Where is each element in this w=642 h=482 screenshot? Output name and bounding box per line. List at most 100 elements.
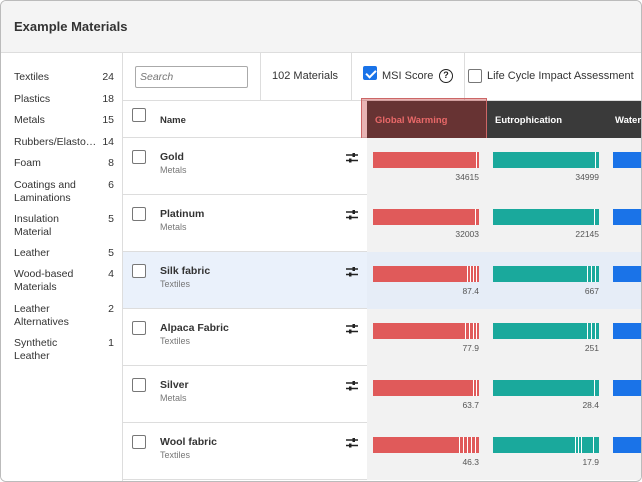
bar-fill [613,380,641,396]
material-category: Metals [160,222,187,232]
material-category: Metals [160,393,187,403]
bar-fill [613,209,641,225]
sidebar-item-label: Wood-based Materials [14,268,74,293]
select-all-checkbox[interactable] [132,108,146,122]
sidebar-item-count: 6 [108,179,114,191]
bar-segment [476,380,477,396]
water-bar [613,323,641,339]
bar-fill [493,437,599,453]
eutrophication-bar [493,380,599,396]
bar-segment [578,437,579,453]
global-warming-value: 46.3 [462,457,479,467]
global-warming-bar [373,437,479,453]
divider [464,53,465,101]
search-input[interactable] [135,66,248,88]
lca-checkbox[interactable] [468,69,482,83]
table-row[interactable]: Silk fabric Textiles 87.4 667 [123,252,641,309]
row-checkbox[interactable] [132,378,146,392]
table-row[interactable]: Alpaca Fabric Textiles 77.9 2 [123,309,641,366]
row-checkbox[interactable] [132,435,146,449]
bar-fill [613,266,641,282]
global-warming-bar [373,323,479,339]
materials-count: 102 Materials [272,70,339,82]
row-checkbox[interactable] [132,207,146,221]
adjust-icon[interactable] [346,323,358,335]
bar-fill [613,152,641,168]
table-row[interactable]: Platinum Metals 32003 22145 [123,195,641,252]
adjust-icon[interactable] [346,152,358,164]
help-icon[interactable]: ? [439,69,453,83]
material-category: Metals [160,165,187,175]
bar-fill [373,323,479,339]
table-row[interactable]: Wool fabric Textiles 46.3 [123,423,641,480]
bar-segment [473,380,474,396]
bar-segment [475,437,476,453]
bar-segment [467,437,468,453]
adjust-icon[interactable] [346,380,358,392]
bar-segment [476,152,477,168]
adjust-icon[interactable] [346,266,358,278]
eutrophication-value: 17.9 [582,457,599,467]
bar-segment [587,323,588,339]
toolbar: 102 Materials MSI Score ? Life Cycle Imp… [123,53,641,101]
global-warming-bar [373,380,479,396]
category-sidebar: Textiles 24 Plastics 18 Metals 15 Rubber… [1,53,123,481]
bar-segment [475,209,476,225]
bar-segment [465,323,466,339]
metric-cells: 32003 22145 [367,195,641,252]
table-row[interactable]: Gold Metals 34615 34999 [123,138,641,195]
row-checkbox[interactable] [132,321,146,335]
msi-score-checkbox[interactable] [363,66,377,80]
sidebar-item-count: 4 [108,268,114,280]
bar-fill [493,152,599,168]
bar-segment [459,437,460,453]
bar-segment [595,266,596,282]
water-bar [613,266,641,282]
bar-fill [373,266,479,282]
bar-segment [463,437,464,453]
bar-segment [591,323,592,339]
global-warming-header[interactable]: Global Warming [375,115,448,126]
bar-segment [471,437,472,453]
metric-header-bar: Global Warming Eutrophication Water [367,101,642,138]
title-bar: Example Materials [1,1,641,53]
bar-segment [591,266,592,282]
eutrophication-value: 22145 [575,229,599,239]
adjust-icon[interactable] [346,209,358,221]
sidebar-item-label: Synthetic Leather [14,337,58,362]
material-name: Alpaca Fabric [160,322,229,334]
bar-segment [593,437,594,453]
global-warming-value: 77.9 [462,343,479,353]
name-column-header[interactable]: Name [160,115,186,126]
sidebar-item-label: Foam [14,157,41,169]
sidebar-item-count: 2 [108,303,114,315]
bar-segment [594,380,595,396]
sidebar-item-count: 24 [102,71,114,83]
bar-fill [373,209,479,225]
material-name: Gold [160,151,184,163]
global-warming-bar [373,209,479,225]
bar-fill [373,437,479,453]
table-row[interactable]: Silver Metals 63.7 28.4 [123,366,641,423]
adjust-icon[interactable] [346,437,358,449]
water-header[interactable]: Water [615,115,642,126]
sidebar-item-count: 15 [102,114,114,126]
bar-segment [595,152,596,168]
sidebar-item-label: Rubbers/Elastomers [14,136,98,148]
row-checkbox[interactable] [132,150,146,164]
sidebar-item-label: Leather Alternatives [14,303,69,328]
materials-table: Gold Metals 34615 34999 [123,138,641,481]
row-checkbox[interactable] [132,264,146,278]
eutrophication-header[interactable]: Eutrophication [495,115,563,126]
metric-cells: 34615 34999 [367,138,641,195]
bar-fill [493,209,599,225]
global-warming-value: 63.7 [462,400,479,410]
global-warming-value: 32003 [455,229,479,239]
bar-segment [473,323,474,339]
sidebar-item-count: 5 [108,247,114,259]
sidebar-item-count: 14 [102,136,114,148]
bar-fill [493,380,599,396]
eutrophication-bar [493,323,599,339]
eutrophication-value: 34999 [575,172,599,182]
global-warming-value: 87.4 [462,286,479,296]
